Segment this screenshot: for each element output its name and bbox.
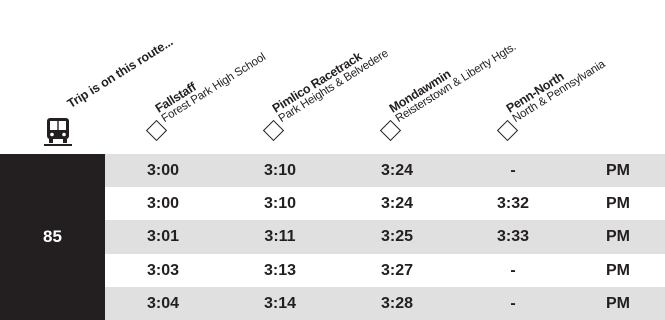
time-cell: 3:03 [146,261,180,279]
time-cell: 3:10 [263,195,297,213]
time-cell: 3:25 [380,228,414,246]
time-cell: - [510,162,516,179]
time-cell: 3:32 [496,195,530,213]
stop-name: Pimlico Racetrack [269,49,365,116]
stop-header-mondawmin: Mondawmin Reisterstown & Liberty Hgts. [387,31,518,125]
route-column: 85 [0,154,105,320]
time-cell: 3:27 [380,261,414,279]
time-cell: 3:04 [146,294,180,312]
time-cell: 3:11 [264,228,296,246]
time-cell: 3:28 [380,294,414,312]
route-number: 85 [43,227,62,246]
time-cell: 3:24 [380,195,414,213]
stop-name: Fallstaff [152,79,199,116]
table-row: 3:04 3:14 3:28 - PM [105,286,665,320]
table-row: 3:00 3:10 3:24 3:32 PM [105,187,665,220]
period-cell: PM [606,162,630,179]
stop-location: Park Heights & Belvedere [276,47,391,125]
stop-name: Penn-North [503,69,567,116]
table-row: 3:01 3:11 3:25 3:33 PM [105,220,665,254]
table-row: 3:00 3:10 3:24 - PM [105,154,665,188]
stop-name: Mondawmin [386,66,454,116]
time-cell: 3:00 [146,195,180,213]
time-cell: 3:14 [263,294,297,312]
period-cell: PM [606,195,630,213]
period-cell: PM [606,261,630,279]
schedule-header: Trip is on this route... Fallstaff Fores… [0,0,665,154]
bus-icon [44,118,72,146]
stop-header-pimlico: Pimlico Racetrack Park Heights & Belvede… [269,37,391,125]
time-cell: 3:24 [380,162,414,179]
stop-location: Reisterstown & Liberty Hgts. [393,40,519,125]
time-cell: 3:10 [263,162,297,179]
stop-header-fallstaff: Fallstaff Forest Park High School [153,41,268,125]
time-cell: - [510,294,516,312]
table-row: 3:03 3:13 3:27 - PM [105,254,665,287]
time-cell: 3:00 [146,162,180,179]
time-cell: 3:33 [496,228,530,246]
stop-header-penn-north: Penn-North North & Pennsylvania [504,48,607,125]
time-cell: 3:01 [146,228,180,246]
period-cell: PM [606,294,630,312]
time-cell: - [510,261,516,279]
time-cell: 3:13 [263,261,297,279]
period-cell: PM [606,228,630,246]
